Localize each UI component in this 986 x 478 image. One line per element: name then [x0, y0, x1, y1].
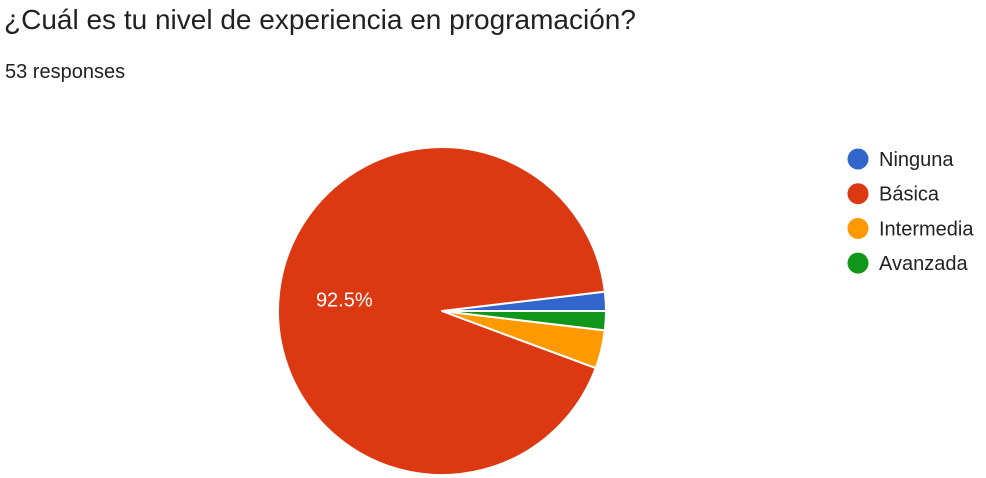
legend-swatch: [847, 183, 869, 205]
legend-swatch: [847, 148, 869, 170]
chart-legend: Ninguna Básica Intermedia Avanzada: [847, 148, 975, 276]
pie-slice-avanzada[interactable]: [441, 310, 608, 332]
legend-item-ninguna[interactable]: Ninguna: [847, 148, 955, 172]
pie-slices: [277, 146, 608, 476]
legend-swatch: [847, 252, 869, 274]
slice-label-basica: 92.5%: [316, 289, 373, 311]
legend-item-avanzada[interactable]: Avanzada: [847, 252, 969, 276]
responses-count: 53 responses: [5, 61, 126, 83]
legend-label: Básica: [879, 184, 940, 206]
legend-label: Avanzada: [879, 253, 968, 275]
pie-slice-labels: 92.5%: [316, 289, 373, 311]
legend-item-intermedia[interactable]: Intermedia: [847, 217, 975, 241]
legend-swatch: [847, 217, 869, 239]
legend-label: Ninguna: [879, 149, 954, 171]
legend-label: Intermedia: [879, 218, 974, 240]
legend-item-basica[interactable]: Básica: [847, 183, 940, 206]
question-title: ¿Cuál es tu nivel de experiencia en prog…: [4, 4, 636, 35]
